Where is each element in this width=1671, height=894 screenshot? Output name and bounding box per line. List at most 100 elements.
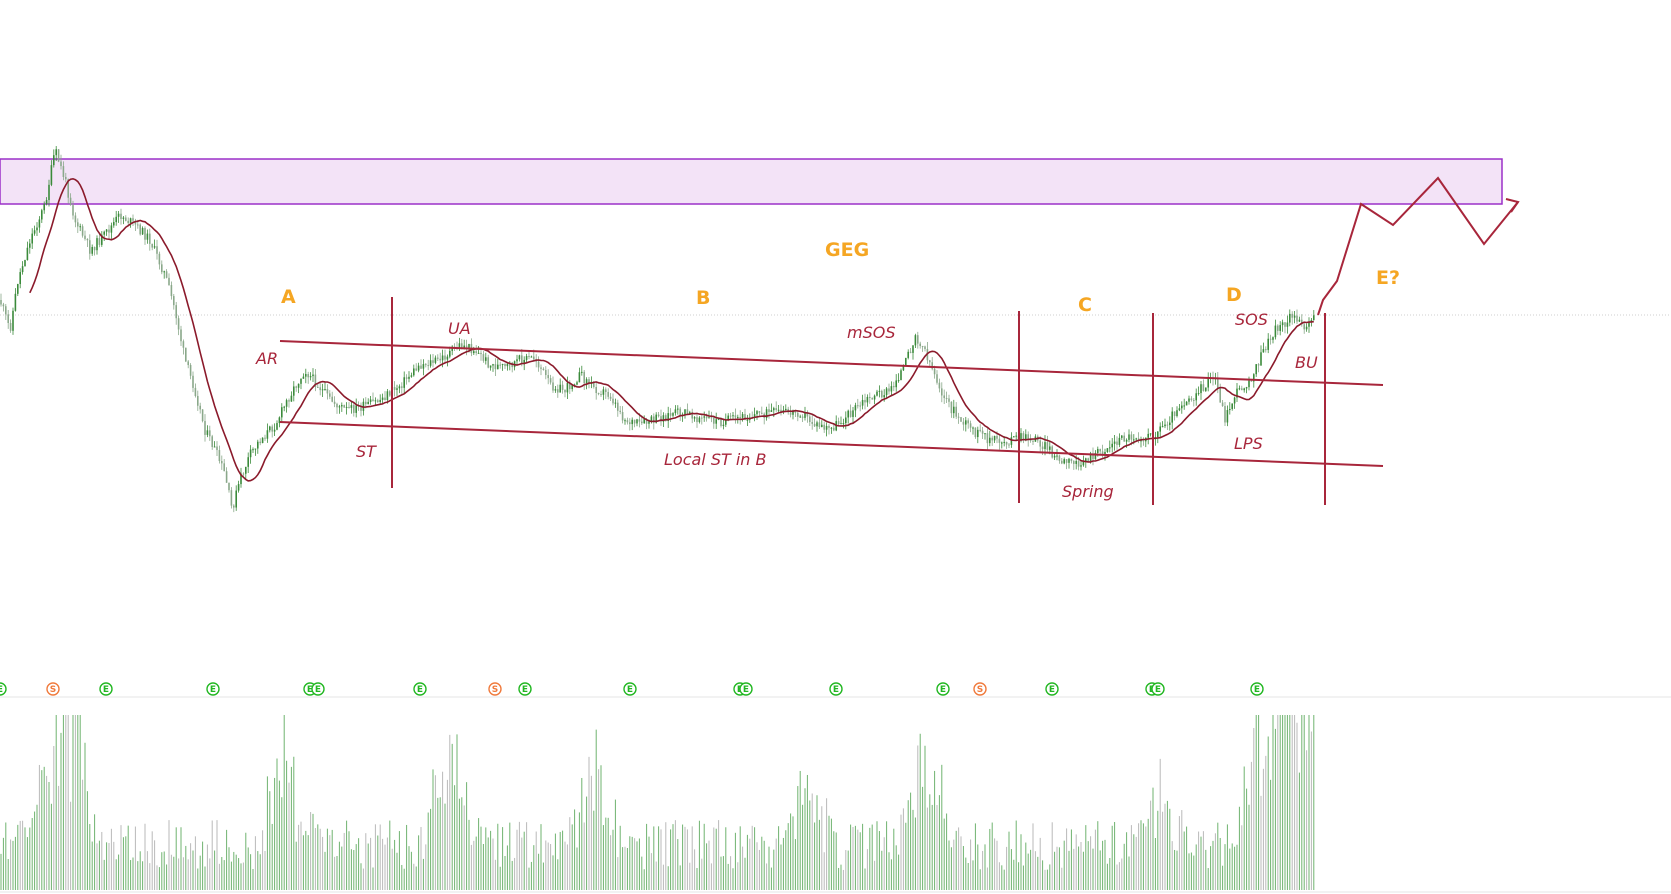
candle xyxy=(967,418,969,429)
candle xyxy=(113,217,115,228)
candle xyxy=(134,218,137,232)
candle xyxy=(261,437,264,444)
candle xyxy=(209,425,211,441)
candle xyxy=(228,482,230,493)
candle xyxy=(837,417,840,426)
candle xyxy=(1058,454,1061,464)
candle xyxy=(921,345,924,352)
candle xyxy=(475,345,477,356)
candle xyxy=(307,371,309,384)
candle xyxy=(489,365,492,371)
phase-label-d: D xyxy=(1226,284,1242,306)
event-marker[interactable]: E xyxy=(829,682,843,696)
candle xyxy=(187,359,189,369)
candle xyxy=(917,331,919,349)
candle xyxy=(540,364,542,376)
event-marker[interactable]: S xyxy=(488,682,502,696)
candle xyxy=(182,339,185,355)
candle xyxy=(57,149,60,163)
event-label-spring: Spring xyxy=(1062,482,1114,501)
candle xyxy=(264,434,266,441)
candle xyxy=(31,228,33,249)
candle xyxy=(626,417,629,425)
candle xyxy=(353,402,355,417)
candle xyxy=(1193,397,1195,407)
candle xyxy=(945,391,948,404)
candle xyxy=(101,231,103,247)
event-marker[interactable]: S xyxy=(973,682,987,696)
candle xyxy=(197,390,199,411)
candle xyxy=(1233,396,1236,409)
candle xyxy=(48,179,50,207)
candle xyxy=(1068,457,1070,469)
candle xyxy=(185,347,187,363)
event-marker[interactable]: E xyxy=(413,682,427,696)
event-marker[interactable]: E xyxy=(1045,682,1059,696)
candle xyxy=(1106,448,1109,453)
candle xyxy=(919,341,921,349)
candle xyxy=(1277,324,1279,335)
candle xyxy=(1109,440,1111,453)
candle xyxy=(1121,434,1123,440)
candle xyxy=(528,351,530,360)
candle xyxy=(609,393,612,402)
candle xyxy=(1013,436,1015,438)
candle xyxy=(1281,319,1284,332)
event-marker[interactable]: E xyxy=(623,682,637,696)
candle xyxy=(321,383,324,397)
svg-text:E: E xyxy=(833,685,839,695)
candle xyxy=(785,404,787,411)
candle xyxy=(518,354,521,362)
candle xyxy=(703,411,705,422)
candle xyxy=(84,230,86,241)
candle xyxy=(597,392,600,396)
candle xyxy=(756,409,758,420)
candle xyxy=(681,412,684,422)
svg-text:S: S xyxy=(50,685,56,695)
event-marker[interactable]: E xyxy=(311,682,325,696)
candle xyxy=(780,404,782,416)
candle xyxy=(1229,402,1231,415)
candle xyxy=(746,414,749,427)
candle xyxy=(1137,432,1140,444)
event-marker[interactable]: S xyxy=(46,682,60,696)
event-marker[interactable]: E xyxy=(518,682,532,696)
event-marker[interactable]: E xyxy=(99,682,113,696)
candle xyxy=(912,345,914,360)
candle xyxy=(1188,395,1190,405)
candle xyxy=(1039,436,1041,453)
candle xyxy=(859,401,861,412)
event-marker[interactable]: E xyxy=(1151,682,1165,696)
event-marker[interactable]: E xyxy=(936,682,950,696)
event-marker[interactable]: E xyxy=(739,682,753,696)
channel-upper-line xyxy=(279,340,1384,386)
candle xyxy=(50,160,53,187)
candle xyxy=(595,381,597,400)
candle xyxy=(38,216,41,233)
candle xyxy=(230,487,233,509)
candle xyxy=(739,410,741,425)
candle xyxy=(259,438,261,446)
event-marker[interactable]: E xyxy=(1250,682,1264,696)
candle xyxy=(957,412,960,424)
event-marker[interactable]: E xyxy=(0,682,7,696)
event-marker[interactable]: E xyxy=(206,682,220,696)
candle xyxy=(564,389,566,398)
candle xyxy=(410,372,413,378)
candle xyxy=(1015,432,1017,441)
candle xyxy=(53,149,55,168)
candle xyxy=(170,281,173,300)
event-label-st: ST xyxy=(356,442,377,461)
candle xyxy=(624,418,626,425)
phase-label-b: B xyxy=(696,287,710,309)
candle xyxy=(633,419,636,428)
trading-range-channel xyxy=(279,340,1384,467)
candle xyxy=(888,383,890,395)
candle xyxy=(285,398,288,413)
candle xyxy=(763,412,765,425)
candle xyxy=(1070,458,1073,464)
candle xyxy=(141,226,144,235)
candle xyxy=(677,405,679,415)
candle xyxy=(432,354,434,368)
candle xyxy=(266,423,269,443)
